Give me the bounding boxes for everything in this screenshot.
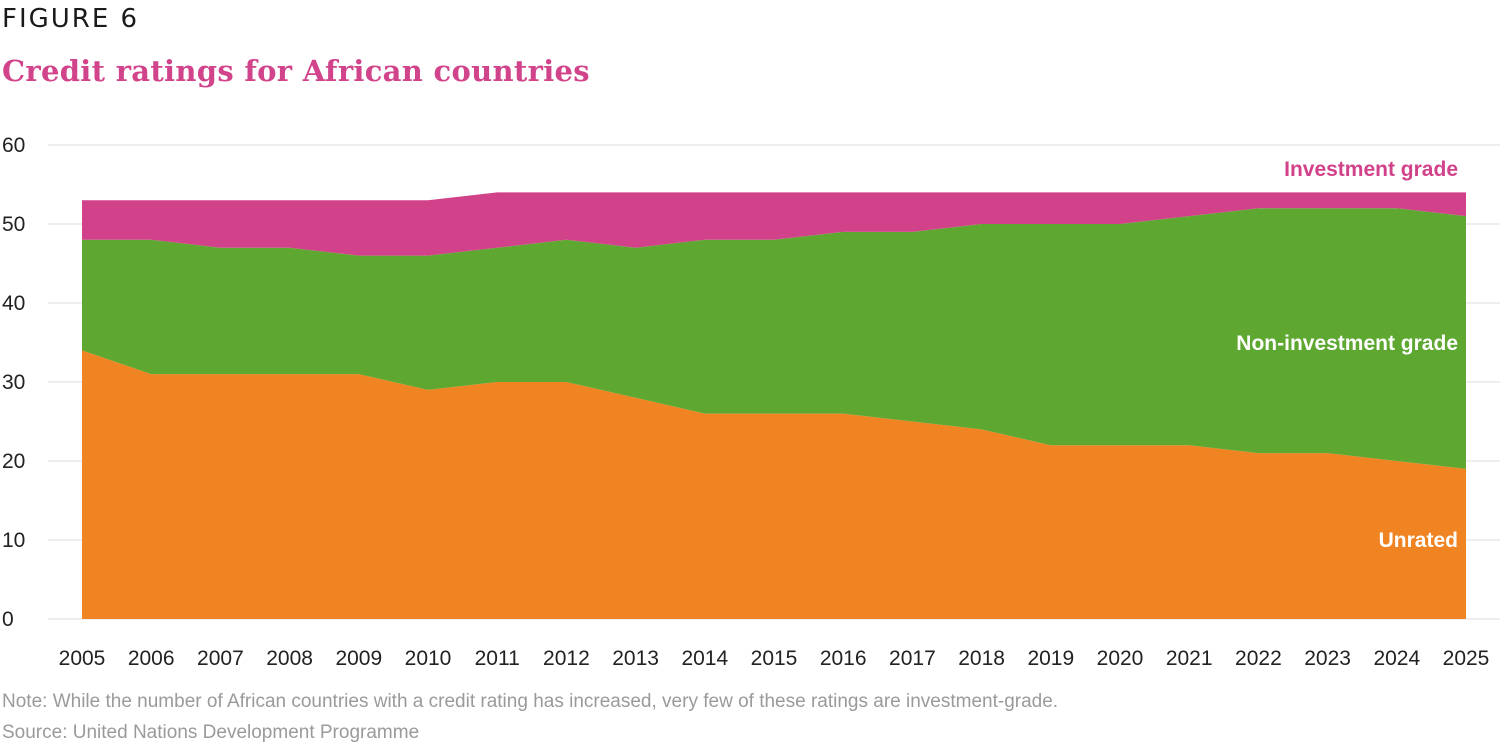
x-tick-label: 2017 — [889, 647, 936, 670]
area-non-investment-grade — [82, 208, 1466, 469]
x-tick-label: 2005 — [59, 647, 106, 670]
chart-source: Source: United Nations Development Progr… — [2, 722, 420, 743]
series-label-non-investment-grade: Non-investment grade — [1236, 332, 1458, 355]
series-label-investment-grade: Investment grade — [1284, 158, 1458, 181]
area-investment-grade — [82, 192, 1466, 256]
y-tick-label: 0 — [2, 608, 14, 631]
chart-note: Note: While the number of African countr… — [2, 691, 1059, 712]
y-tick-label: 10 — [2, 529, 25, 552]
y-axis-ticks: 0 10 20 30 40 50 60 — [2, 134, 25, 631]
x-tick-label: 2007 — [197, 647, 244, 670]
x-tick-label: 2018 — [958, 647, 1005, 670]
x-tick-label: 2012 — [543, 647, 590, 670]
x-tick-label: 2024 — [1373, 647, 1420, 670]
x-tick-label: 2019 — [1027, 647, 1074, 670]
y-tick-label: 50 — [2, 213, 25, 236]
x-tick-label: 2023 — [1304, 647, 1351, 670]
chart-title: Credit ratings for African countries — [2, 54, 590, 88]
series-labels: Unrated Non-investment grade Investment gr… — [1236, 158, 1458, 552]
x-tick-label: 2020 — [1097, 647, 1144, 670]
area-series — [82, 192, 1466, 619]
x-tick-label: 2014 — [681, 647, 728, 670]
x-tick-label: 2021 — [1166, 647, 1213, 670]
x-tick-label: 2013 — [612, 647, 659, 670]
x-tick-label: 2025 — [1443, 647, 1490, 670]
x-tick-label: 2016 — [820, 647, 867, 670]
x-tick-label: 2010 — [405, 647, 452, 670]
area-unrated — [82, 350, 1466, 619]
x-tick-label: 2009 — [335, 647, 382, 670]
y-tick-label: 20 — [2, 450, 25, 473]
x-tick-label: 2011 — [475, 647, 520, 670]
x-tick-label: 2006 — [128, 647, 175, 670]
x-axis-ticks: 2005 2006 2007 2008 2009 2010 2011 2012 2013 2014… — [59, 647, 1490, 670]
figure-label: FIGURE 6 — [2, 4, 140, 34]
y-tick-label: 60 — [2, 134, 25, 157]
x-tick-label: 2022 — [1235, 647, 1282, 670]
x-tick-label: 2015 — [751, 647, 798, 670]
x-tick-label: 2008 — [266, 647, 313, 670]
y-tick-label: 30 — [2, 371, 25, 394]
y-tick-label: 40 — [2, 292, 25, 315]
series-label-unrated: Unrated — [1379, 529, 1458, 552]
